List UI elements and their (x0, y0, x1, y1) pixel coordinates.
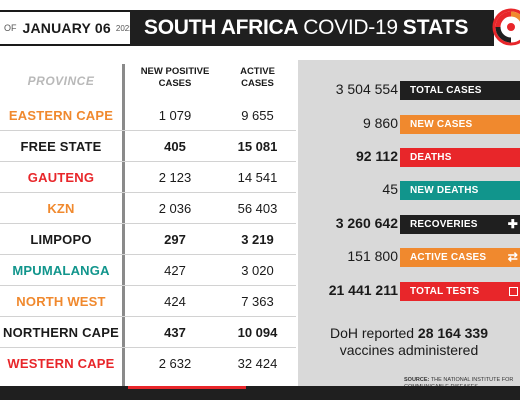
vaccines-note: DoH reported 28 164 339 vaccines adminis… (298, 325, 520, 359)
table-header: PROVINCE NEW POSITIVE CASES ACTIVE CASES (0, 66, 296, 102)
new-positive-cell: 297 (164, 231, 186, 247)
active-cell: 15 081 (237, 138, 278, 154)
stat-value: 45 (382, 181, 398, 197)
stat-label-text: RECOVERIES (410, 219, 478, 230)
header-active: ACTIVE CASES (225, 66, 290, 90)
active-cell: 10 094 (237, 324, 278, 340)
province-name: GAUTENG (27, 169, 95, 185)
province-name: FREE STATE (20, 138, 102, 154)
logo-icon (492, 8, 520, 46)
new-positive-cell: 427 (164, 262, 186, 278)
title-bar: SOUTH AFRICA COVID-19 STATS (130, 10, 494, 46)
table-row: KZN 2 036 56 403 (0, 193, 296, 224)
stat-label-text: DEATHS (410, 152, 452, 163)
column-divider (122, 64, 125, 386)
vaccines-prefix: DoH reported (329, 325, 415, 341)
new-positive-cell: 2 632 (158, 356, 192, 371)
date-year: 2022 (115, 23, 134, 33)
province-name: WESTERN CAPE (7, 356, 115, 371)
bottom-accent (128, 386, 246, 389)
active-cell: 3 219 (241, 231, 274, 247)
new-positive-cell: 405 (164, 138, 186, 154)
new-positive-cell: 1 079 (158, 107, 192, 123)
new-positive-cell: 2 123 (158, 169, 192, 185)
province-name: NORTHERN CAPE (3, 324, 119, 340)
active-cell: 32 424 (237, 356, 278, 371)
header-new-positive-line2: CASES (158, 78, 192, 89)
table-row: NORTHERN CAPE 437 10 094 (0, 317, 296, 348)
stat-value: 9 860 (362, 115, 398, 131)
plus-icon: ✚ (507, 217, 518, 231)
title-stats: STATS (402, 16, 469, 39)
stat-label-text: NEW DEATHS (410, 185, 479, 196)
stat-recoveries: 3 260 642 RECOVERIES ✚ (298, 214, 520, 234)
stat-label: ACTIVE CASES ⇄ (400, 248, 520, 267)
stat-label-text: NEW CASES (410, 119, 473, 130)
stat-value: 3 504 554 (335, 81, 398, 97)
new-positive-cell: 437 (164, 324, 186, 340)
swap-icon: ⇄ (507, 250, 518, 264)
province-name: MPUMALANGA (12, 262, 110, 278)
province-name: EASTERN CAPE (8, 107, 114, 123)
header-province: PROVINCE (27, 74, 95, 88)
active-cell: 56 403 (237, 200, 278, 216)
active-cell: 3 020 (241, 262, 274, 278)
bottom-strip (0, 386, 520, 400)
source-label: SOURCE: (404, 377, 430, 383)
stat-value: 151 800 (347, 248, 398, 264)
stats-panel: 3 504 554 TOTAL CASES 9 860 NEW CASES 92… (298, 60, 520, 390)
table-row: WESTERN CAPE 2 632 32 424 (0, 348, 296, 379)
stat-value: 21 441 211 (328, 282, 398, 298)
table-row: MPUMALANGA 427 3 020 (0, 255, 296, 286)
date-main: JANUARY 06 (22, 20, 111, 36)
stat-value: 92 112 (355, 148, 398, 164)
stat-active-cases: 151 800 ACTIVE CASES ⇄ (298, 247, 520, 267)
new-positive-cell: 424 (164, 293, 186, 309)
province-name: LIMPOPO (30, 231, 92, 247)
header-new-positive: NEW POSITIVE CASES (125, 66, 225, 90)
province-name: NORTH WEST (16, 293, 106, 309)
new-positive-cell: 2 036 (158, 200, 192, 216)
title-country: SOUTH AFRICA (144, 16, 299, 39)
header-new-positive-line1: NEW POSITIVE (140, 66, 210, 77)
stat-deaths: 92 112 DEATHS (298, 147, 520, 167)
date-box: OF JANUARY 06 2022 (0, 10, 136, 46)
header-active-line2: CASES (241, 78, 274, 89)
table-row: LIMPOPO 297 3 219 (0, 224, 296, 255)
table-row: GAUTENG 2 123 14 541 (0, 162, 296, 193)
stat-label: TOTAL TESTS (400, 282, 520, 301)
stat-new-cases: 9 860 NEW CASES (298, 114, 520, 134)
active-cell: 7 363 (241, 293, 274, 309)
stat-label: TOTAL CASES (400, 81, 520, 100)
active-cell: 9 655 (241, 107, 274, 123)
stat-total-tests: 21 441 211 TOTAL TESTS (298, 281, 520, 301)
stat-label: NEW CASES (400, 115, 520, 134)
stat-label-text: TOTAL TESTS (410, 286, 480, 297)
stat-label-text: TOTAL CASES (410, 85, 482, 96)
stat-label: NEW DEATHS (400, 181, 520, 200)
vaccines-suffix: vaccines administered (339, 342, 479, 358)
active-cell: 14 541 (237, 169, 278, 185)
title-disease: COVID-19 (303, 16, 398, 39)
stat-new-deaths: 45 NEW DEATHS (298, 180, 520, 200)
header: OF JANUARY 06 2022 SOUTH AFRICA COVID-19… (0, 0, 520, 56)
stat-label: RECOVERIES ✚ (400, 215, 520, 234)
stat-total-cases: 3 504 554 TOTAL CASES (298, 80, 520, 100)
table-row: NORTH WEST 424 7 363 (0, 286, 296, 317)
table-body: EASTERN CAPE 1 079 9 655 FREE STATE 405 … (0, 100, 296, 379)
stat-value: 3 260 642 (335, 215, 398, 231)
table-row: EASTERN CAPE 1 079 9 655 (0, 100, 296, 131)
stat-label-text: ACTIVE CASES (410, 252, 487, 263)
vaccines-value: 28 164 339 (417, 325, 488, 341)
vaccines-line1: DoH reported 28 164 339 (298, 325, 520, 342)
test-icon (509, 287, 518, 296)
table-row: FREE STATE 405 15 081 (0, 131, 296, 162)
province-name: KZN (47, 200, 75, 216)
province-table: PROVINCE NEW POSITIVE CASES ACTIVE CASES… (0, 56, 296, 386)
stat-label: DEATHS (400, 148, 520, 167)
date-prefix: OF (4, 23, 17, 33)
header-active-line1: ACTIVE (240, 66, 275, 77)
